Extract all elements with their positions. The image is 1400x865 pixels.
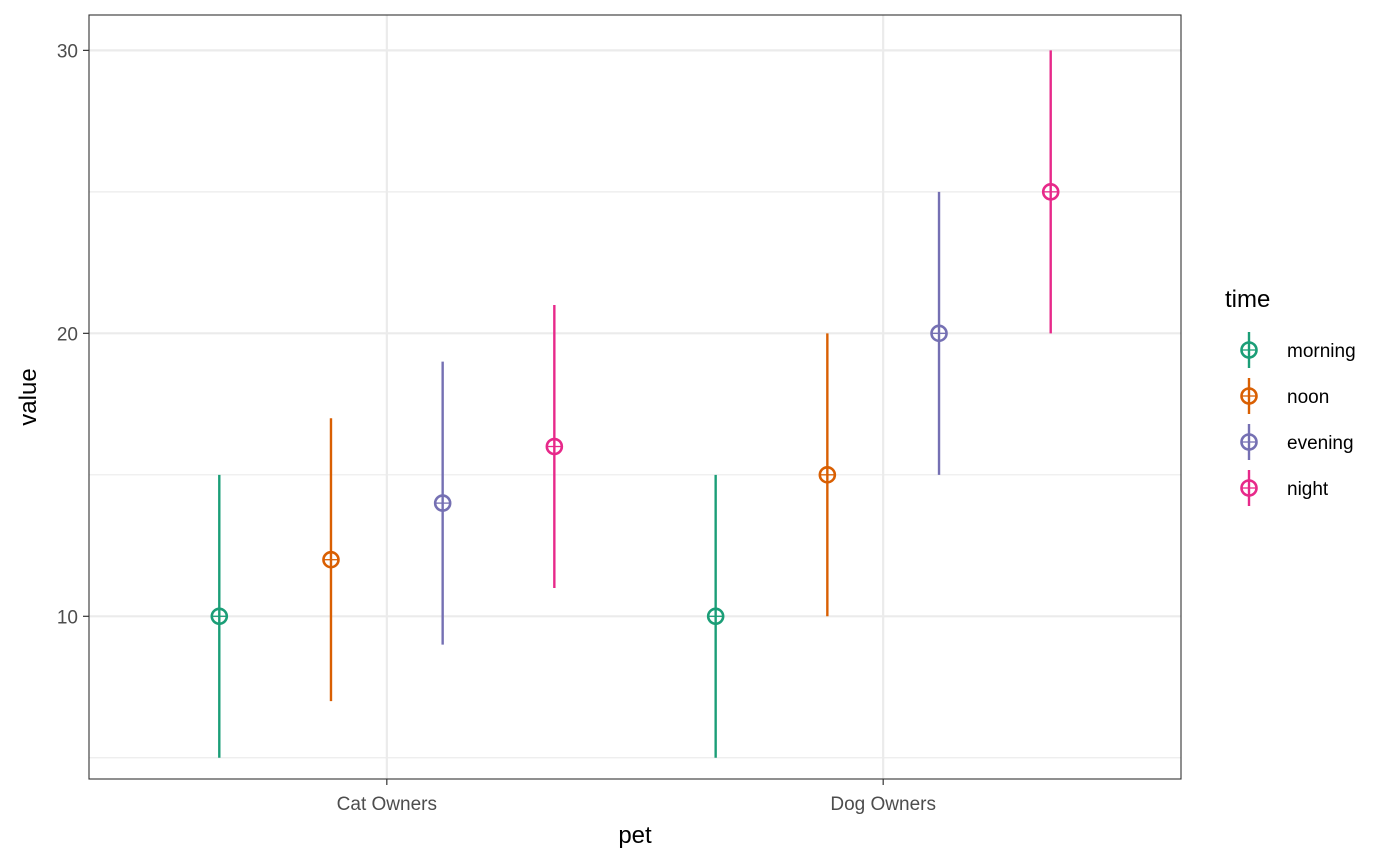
x-tick-label: Dog Owners [830,794,936,815]
data-marks [210,50,1060,758]
legend-title: time [1225,286,1270,313]
grid-minor [89,191,1181,759]
y-tick-label: 20 [57,324,78,345]
legend-label-noon: noon [1287,387,1329,408]
y-axis-title: value [15,368,42,425]
point-night [1041,183,1060,201]
legend: time morning noon evening night [1225,286,1356,506]
panel-border [88,14,1182,780]
grid-major [89,15,1181,779]
x-tick-label: Cat Owners [337,794,437,815]
y-tick-label: 10 [57,607,78,628]
point-morning [210,607,229,626]
y-tick-label: 30 [57,41,78,62]
legend-key-evening [1240,433,1258,451]
point-evening [930,324,948,343]
x-axis-title: pet [618,822,652,849]
legend-key-night [1240,479,1258,497]
point-noon [322,550,340,569]
legend-label-evening: evening [1287,433,1354,454]
point-night [545,437,564,456]
axes: 10 20 30 Cat Owners Dog Owners [57,41,936,815]
point-evening [433,494,452,512]
legend-key-noon [1240,387,1258,405]
point-noon [818,466,837,484]
legend-key-morning [1240,341,1258,359]
point-morning [706,607,725,626]
legend-label-morning: morning [1287,341,1356,362]
legend-label-night: night [1287,479,1329,500]
